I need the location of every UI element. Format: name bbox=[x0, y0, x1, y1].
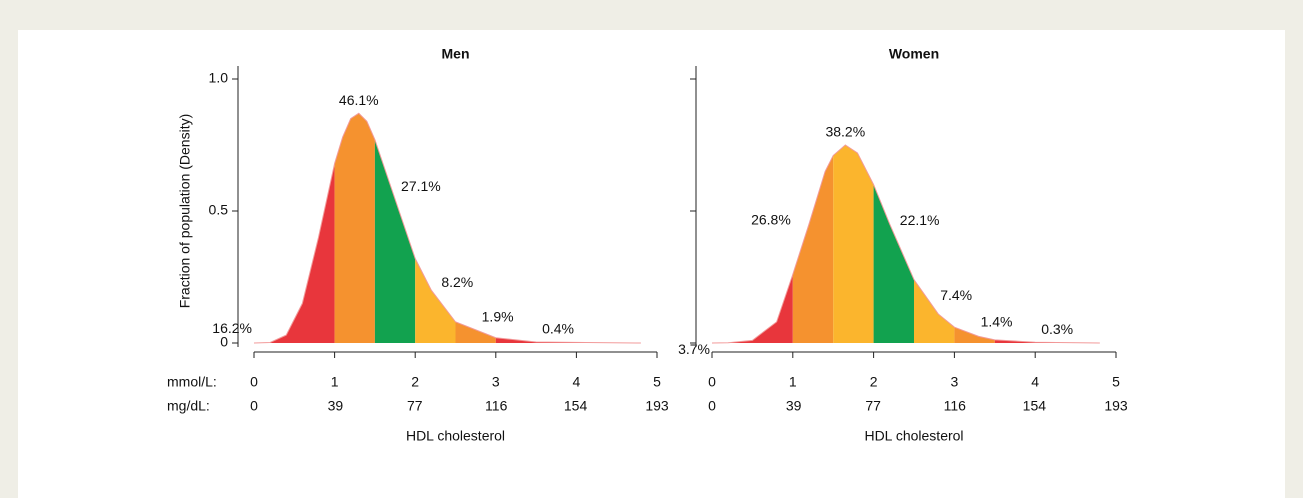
value-label: 38.2% bbox=[825, 124, 865, 140]
density-curve bbox=[253, 112, 641, 344]
density-band bbox=[712, 274, 793, 343]
value-label: 26.8% bbox=[751, 212, 791, 228]
density-curve bbox=[711, 144, 1100, 344]
x-tick-label: 2 bbox=[870, 374, 878, 390]
density-band bbox=[374, 139, 416, 343]
x2-tick-label: 116 bbox=[485, 398, 508, 414]
x-tick-label: 1 bbox=[789, 374, 797, 390]
density-band bbox=[873, 184, 914, 343]
x2-tick-label: 77 bbox=[865, 398, 881, 414]
x-unit-label: mmol/L: bbox=[167, 374, 217, 390]
x-tick-label: 5 bbox=[653, 374, 661, 390]
x-tick-label: 0 bbox=[250, 374, 258, 390]
density-band bbox=[455, 321, 496, 343]
density-band bbox=[495, 337, 657, 343]
y-tick-label: 0 bbox=[220, 334, 228, 350]
x2-tick-label: 77 bbox=[407, 398, 423, 414]
value-label: 0.4% bbox=[542, 321, 574, 337]
x2-tick-label: 154 bbox=[1023, 398, 1047, 414]
x-axis-label: HDL cholesterol bbox=[864, 428, 963, 444]
x-tick-label: 5 bbox=[1112, 374, 1120, 390]
x2-tick-label: 0 bbox=[708, 398, 716, 414]
x2-tick-label: 193 bbox=[645, 398, 669, 414]
density-band bbox=[415, 258, 456, 343]
y-axis-label: Fraction of population (Density) bbox=[177, 114, 193, 309]
x-tick-label: 3 bbox=[492, 374, 500, 390]
density-band bbox=[994, 339, 1116, 343]
chart-title: Men bbox=[442, 46, 470, 62]
x-tick-label: 3 bbox=[951, 374, 959, 390]
density-band bbox=[792, 155, 834, 343]
value-label: 1.4% bbox=[981, 314, 1013, 330]
density-band bbox=[254, 163, 335, 343]
density-band bbox=[914, 279, 955, 343]
x2-unit-label: mg/dL: bbox=[167, 398, 210, 414]
x-axis-label: HDL cholesterol bbox=[406, 428, 505, 444]
y-tick-label: 1.0 bbox=[209, 70, 229, 86]
x-tick-label: 4 bbox=[573, 374, 581, 390]
chart-title: Women bbox=[889, 46, 939, 62]
value-label: 7.4% bbox=[940, 287, 972, 303]
x2-tick-label: 39 bbox=[328, 398, 344, 414]
y-tick-label: 0.5 bbox=[209, 202, 229, 218]
x-tick-label: 0 bbox=[708, 374, 716, 390]
x2-tick-label: 0 bbox=[250, 398, 258, 414]
value-label: 0.3% bbox=[1041, 321, 1073, 337]
value-label: 46.1% bbox=[339, 92, 379, 108]
figure-panel bbox=[18, 30, 1285, 498]
x2-tick-label: 193 bbox=[1104, 398, 1128, 414]
value-label: 27.1% bbox=[401, 178, 441, 194]
value-label: 1.9% bbox=[482, 309, 514, 325]
value-label: 22.1% bbox=[900, 212, 940, 228]
value-label: 8.2% bbox=[441, 274, 473, 290]
value-label: 16.2% bbox=[212, 320, 252, 336]
density-band bbox=[334, 113, 375, 343]
value-label: 3.7% bbox=[678, 341, 710, 357]
x-tick-label: 1 bbox=[331, 374, 339, 390]
x2-tick-label: 116 bbox=[944, 398, 967, 414]
x-tick-label: 4 bbox=[1031, 374, 1039, 390]
x2-tick-label: 154 bbox=[564, 398, 588, 414]
x2-tick-label: 39 bbox=[786, 398, 802, 414]
density-band bbox=[833, 145, 874, 343]
x-tick-label: 2 bbox=[411, 374, 419, 390]
